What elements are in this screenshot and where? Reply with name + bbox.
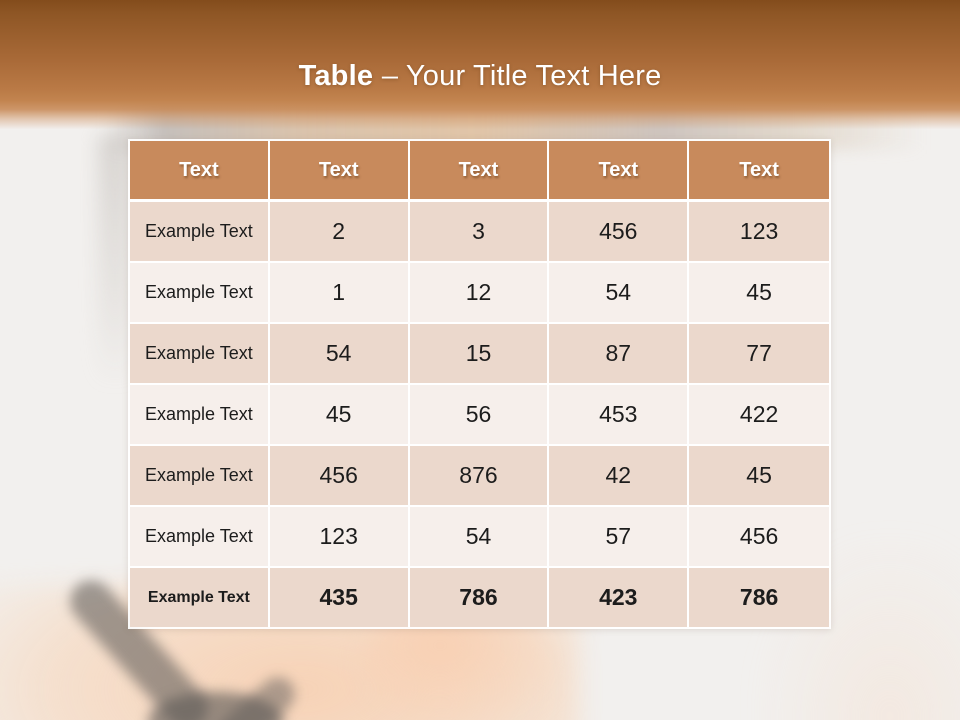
value-cell: 123 <box>689 202 829 263</box>
row-label-cell: Example Text <box>130 507 270 568</box>
header-row: Text Text Text Text Text <box>130 141 829 202</box>
column-header: Text <box>549 141 690 202</box>
value-cell: 2 <box>269 202 410 263</box>
row-label-cell: Example Text <box>130 385 270 446</box>
table-row: Example Text 456 876 42 45 <box>130 446 829 507</box>
data-table: Text Text Text Text Text Example Text 2 … <box>128 139 831 629</box>
table-row: Example Text 1 12 54 45 <box>130 263 829 324</box>
value-cell: 54 <box>269 324 410 385</box>
row-label-cell: Example Text <box>130 263 270 324</box>
row-label-cell: Example Text <box>130 568 270 627</box>
value-cell: 15 <box>409 324 550 385</box>
value-cell: 45 <box>689 263 829 324</box>
value-cell: 77 <box>689 324 829 385</box>
title-banner: Table – Your Title Text Here <box>0 0 960 132</box>
value-cell: 45 <box>269 385 410 446</box>
title-keyword: Table <box>298 59 374 92</box>
value-cell: 45 <box>689 446 829 507</box>
value-cell: 456 <box>269 446 410 507</box>
column-header: Text <box>409 141 550 202</box>
value-cell: 786 <box>689 568 829 627</box>
value-cell: 123 <box>269 507 410 568</box>
value-cell: 876 <box>409 446 550 507</box>
value-cell: 456 <box>549 202 690 263</box>
table-body: Example Text 2 3 456 123 Example Text 1 … <box>130 202 829 627</box>
value-cell: 87 <box>549 324 690 385</box>
value-cell: 42 <box>549 446 690 507</box>
row-label-cell: Example Text <box>130 202 270 263</box>
blurred-left-streak <box>98 135 132 385</box>
table-row: Example Text 2 3 456 123 <box>130 202 829 263</box>
value-cell: 422 <box>689 385 829 446</box>
title-subtitle: – Your Title Text Here <box>381 59 662 92</box>
row-label-cell: Example Text <box>130 446 270 507</box>
value-cell: 786 <box>409 568 550 627</box>
value-cell: 54 <box>409 507 550 568</box>
value-cell: 1 <box>269 263 410 324</box>
table-row: Example Text 123 54 57 456 <box>130 507 829 568</box>
column-header: Text <box>269 141 410 202</box>
value-cell: 54 <box>549 263 690 324</box>
value-cell: 435 <box>269 568 410 627</box>
table-header: Text Text Text Text Text <box>130 141 829 202</box>
value-cell: 57 <box>549 507 690 568</box>
column-header: Text <box>689 141 829 202</box>
value-cell: 3 <box>409 202 550 263</box>
table-row: Example Text 45 56 453 422 <box>130 385 829 446</box>
value-cell: 12 <box>409 263 550 324</box>
value-cell: 423 <box>549 568 690 627</box>
column-header: Text <box>130 141 270 202</box>
row-label-cell: Example Text <box>130 324 270 385</box>
value-cell: 453 <box>549 385 690 446</box>
slide-title: Table – Your Title Text Here <box>299 60 662 93</box>
value-cell: 456 <box>689 507 829 568</box>
table-total-row: Example Text 435 786 423 786 <box>130 568 829 627</box>
table-row: Example Text 54 15 87 77 <box>130 324 829 385</box>
value-cell: 56 <box>409 385 550 446</box>
